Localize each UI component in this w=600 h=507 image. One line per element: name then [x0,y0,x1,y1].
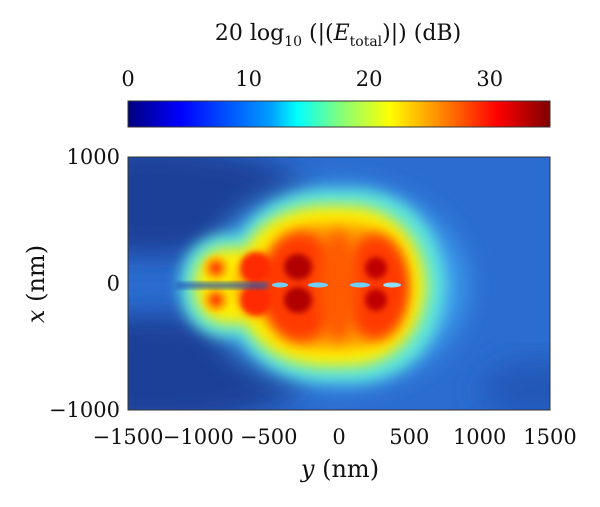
colorbar-tick-label: 20 [356,67,383,91]
y-tick-label: 1000 [67,145,120,169]
colorbar-tick-label: 30 [476,67,503,91]
y-axis-tick-labels: 1000 0 −1000 [49,145,120,422]
y-axis-label: x (nm) [22,245,50,323]
y-tick-label: −1000 [49,398,120,422]
heatmap-field [128,157,550,410]
colorbar-tick-label: 10 [235,67,262,91]
y-tick-label: 0 [107,272,120,296]
x-tick-label: 1000 [453,425,506,449]
plot-frame [127,156,551,411]
x-axis-label: y (nm) [300,455,379,483]
colorbar-title: 20 log10 (|(Etotal)|) (dB) [215,21,461,50]
colorbar-tick-label: 0 [121,67,134,91]
x-tick-label: −1000 [163,425,234,449]
x-axis-tick-labels: −1500 −1000 −500 0 500 1000 1500 [92,425,576,449]
x-tick-label: 1500 [523,425,576,449]
x-tick-label: 500 [389,425,429,449]
x-tick-label: −1500 [92,425,163,449]
colorbar-tick-labels: 0 10 20 30 [121,67,503,91]
x-tick-label: −500 [240,425,298,449]
x-tick-label: 0 [332,425,345,449]
colorbar [127,100,551,128]
